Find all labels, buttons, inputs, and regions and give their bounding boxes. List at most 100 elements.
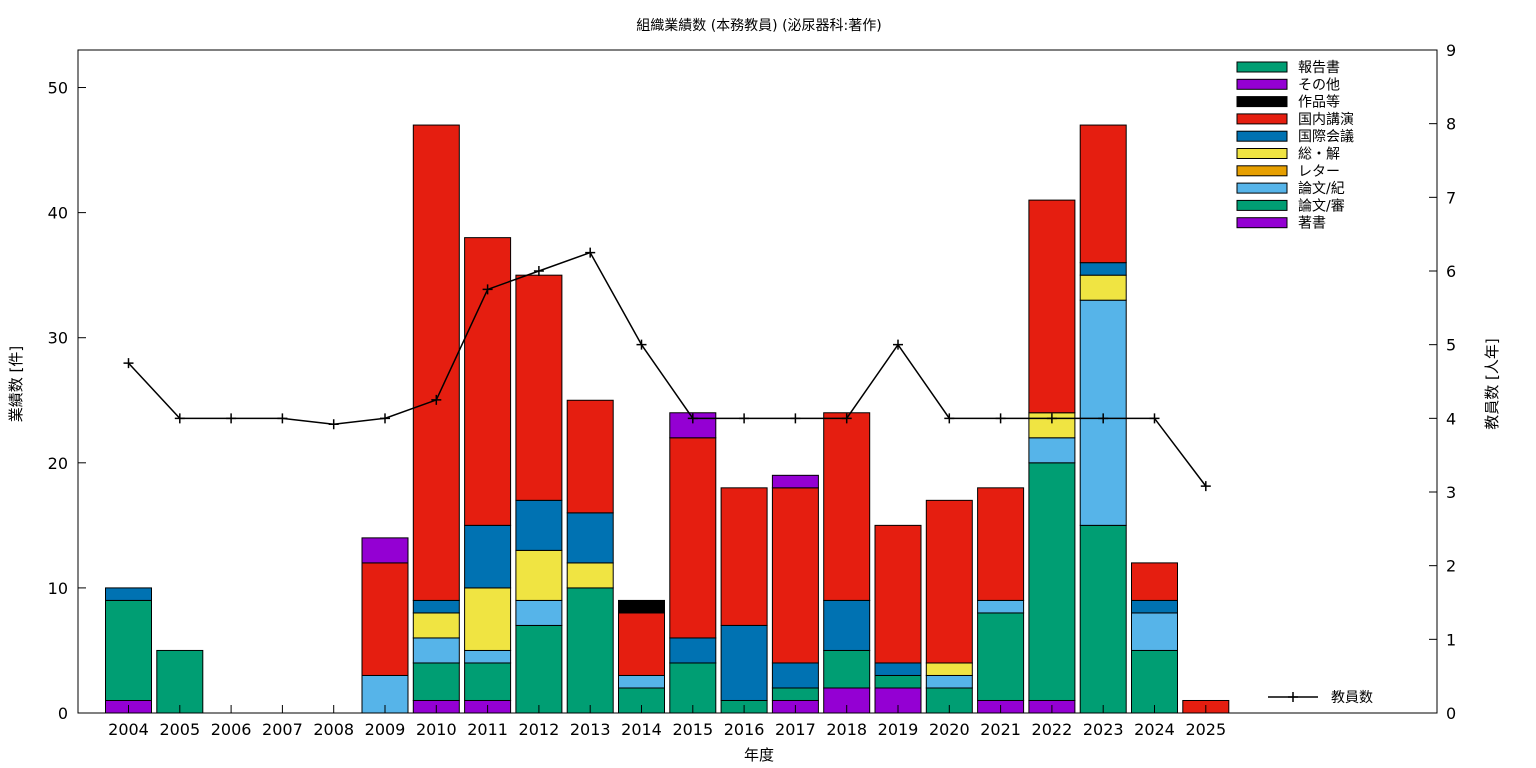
- bar-segment-2012-1: [515, 624, 563, 714]
- x-tick-label: 2005: [159, 720, 200, 739]
- bar-segment-2019-1: [874, 674, 922, 689]
- y2-tick-label: 7: [1446, 188, 1456, 207]
- bar-segment-2010-4: [412, 612, 460, 639]
- bar-segment-2012-2: [515, 599, 563, 626]
- legend-label: 国内講演: [1298, 112, 1354, 128]
- legend-label: 論文/紀: [1298, 181, 1345, 197]
- line-point-2024: [1149, 413, 1160, 424]
- bar-segment-2022-2: [1028, 437, 1076, 464]
- bar-segment-2015-5: [669, 637, 717, 664]
- x-tick-label: 2019: [878, 720, 919, 739]
- bar-segment-2024-2: [1131, 612, 1178, 651]
- line-point-2011: [482, 284, 493, 295]
- x-tick-label: 2024: [1134, 720, 1175, 739]
- y2-tick-label: 9: [1446, 41, 1456, 60]
- bar-segment-2024-6: [1131, 562, 1178, 601]
- legend-swatch: [1236, 61, 1288, 73]
- y2-tick-label: 3: [1446, 483, 1456, 502]
- bar-segment-2014-6: [618, 612, 665, 676]
- bars: [105, 124, 1230, 714]
- bar-segment-2020-6: [925, 499, 973, 664]
- legend-label: 論文/審: [1298, 198, 1345, 214]
- legend-label: 著書: [1298, 216, 1326, 232]
- legend-label: 作品等: [1298, 94, 1340, 111]
- line-point-2021: [995, 413, 1006, 424]
- y-axis-label: 業績数 [件]: [7, 346, 25, 422]
- y2-axis-label: 教員数 [人年]: [1483, 338, 1501, 429]
- bar-segment-2019-5: [874, 662, 922, 676]
- x-tick-label: 2012: [519, 720, 560, 739]
- x-tick-label: 2018: [826, 720, 867, 739]
- line-series: [127, 251, 1207, 487]
- bar-segment-2013-4: [566, 562, 614, 589]
- x-tick-label: 2007: [262, 720, 303, 739]
- y2-tick-label: 2: [1446, 557, 1456, 576]
- y-tick-label: 40: [48, 204, 68, 223]
- bar-segment-2017-5: [771, 662, 819, 689]
- x-tick-label: 2011: [467, 720, 508, 739]
- legend-swatch: [1236, 165, 1288, 177]
- line-point-2004: [123, 358, 134, 369]
- line-point-2022: [1046, 413, 1057, 424]
- y-tick-label: 20: [48, 454, 68, 473]
- bar-segment-2013-5: [566, 512, 614, 564]
- bar-segment-2023-6: [1079, 124, 1127, 264]
- bar-segment-2021-6: [977, 487, 1025, 601]
- legend-label: 報告書: [1298, 60, 1340, 76]
- bar-segment-2004-1: [105, 599, 152, 701]
- y-tick-label: 10: [48, 579, 68, 598]
- bar-segment-2011-1: [464, 662, 512, 701]
- x-tick-label: 2004: [108, 720, 149, 739]
- legend-label: 国際会議: [1298, 128, 1354, 145]
- bar-segment-2022-1: [1028, 462, 1076, 701]
- bar-segment-2016-6: [720, 487, 768, 626]
- bar-segment-2017-1: [771, 687, 819, 701]
- line-point-2006: [226, 413, 237, 424]
- x-tick-label: 2023: [1083, 720, 1124, 739]
- bar-segment-2022-6: [1028, 199, 1076, 414]
- bar-segment-2016-5: [720, 624, 768, 701]
- x-tick-label: 2025: [1185, 720, 1226, 739]
- bar-segment-2011-6: [464, 237, 512, 526]
- line-point-2008: [328, 419, 339, 430]
- bar-segment-2021-2: [977, 599, 1025, 614]
- x-tick-label: 2020: [929, 720, 970, 739]
- x-tick-label: 2021: [980, 720, 1021, 739]
- bar-segment-2012-5: [515, 499, 563, 551]
- line-point-2015: [687, 413, 698, 424]
- bar-segment-2017-8: [771, 474, 819, 489]
- y2-tick-label: 1: [1446, 630, 1456, 649]
- bar-segment-2018-5: [823, 599, 871, 651]
- bar-segment-2023-4: [1079, 274, 1127, 301]
- legend-swatch: [1236, 148, 1288, 159]
- bar-segment-2020-2: [925, 674, 973, 689]
- bar-segment-2010-5: [412, 599, 460, 614]
- x-tick-label: 2014: [621, 720, 662, 739]
- bar-segment-2023-2: [1079, 299, 1127, 526]
- bar-segment-2010-2: [412, 637, 460, 664]
- bar-segment-2023-5: [1079, 262, 1127, 276]
- legend-swatch: [1236, 130, 1288, 142]
- line-point-2016: [739, 413, 750, 424]
- legend-line-marker: [1288, 692, 1298, 702]
- legend-swatch: [1236, 182, 1288, 194]
- line-point-2018: [841, 413, 852, 424]
- line-point-2012: [533, 266, 544, 276]
- y2-tick-label: 6: [1446, 262, 1456, 281]
- bar-segment-2011-4: [464, 587, 512, 651]
- axes: 0 10 20 30 40 50 0 1 2 3 4 5 6 7 8 9 2004 2005 2006 2007 200…: [48, 41, 1457, 739]
- bar-segment-2013-6: [566, 399, 614, 514]
- x-axis-label: 年度: [744, 746, 774, 764]
- bar-segment-2009-8: [361, 537, 409, 564]
- bar-segment-2010-6: [412, 124, 460, 601]
- line-point-2025: [1200, 481, 1211, 492]
- line-point-2019: [893, 339, 903, 350]
- bar-segment-2015-6: [669, 437, 717, 639]
- bar-segment-2013-1: [566, 587, 614, 714]
- legend-label: その他: [1298, 77, 1340, 93]
- legend-line-label: 教員数: [1331, 690, 1373, 706]
- bar-segment-2020-4: [925, 662, 973, 676]
- bar-segment-2011-2: [464, 649, 512, 664]
- chart-title: 組織業績数 (本務教員) (泌尿器科:著作): [636, 18, 881, 34]
